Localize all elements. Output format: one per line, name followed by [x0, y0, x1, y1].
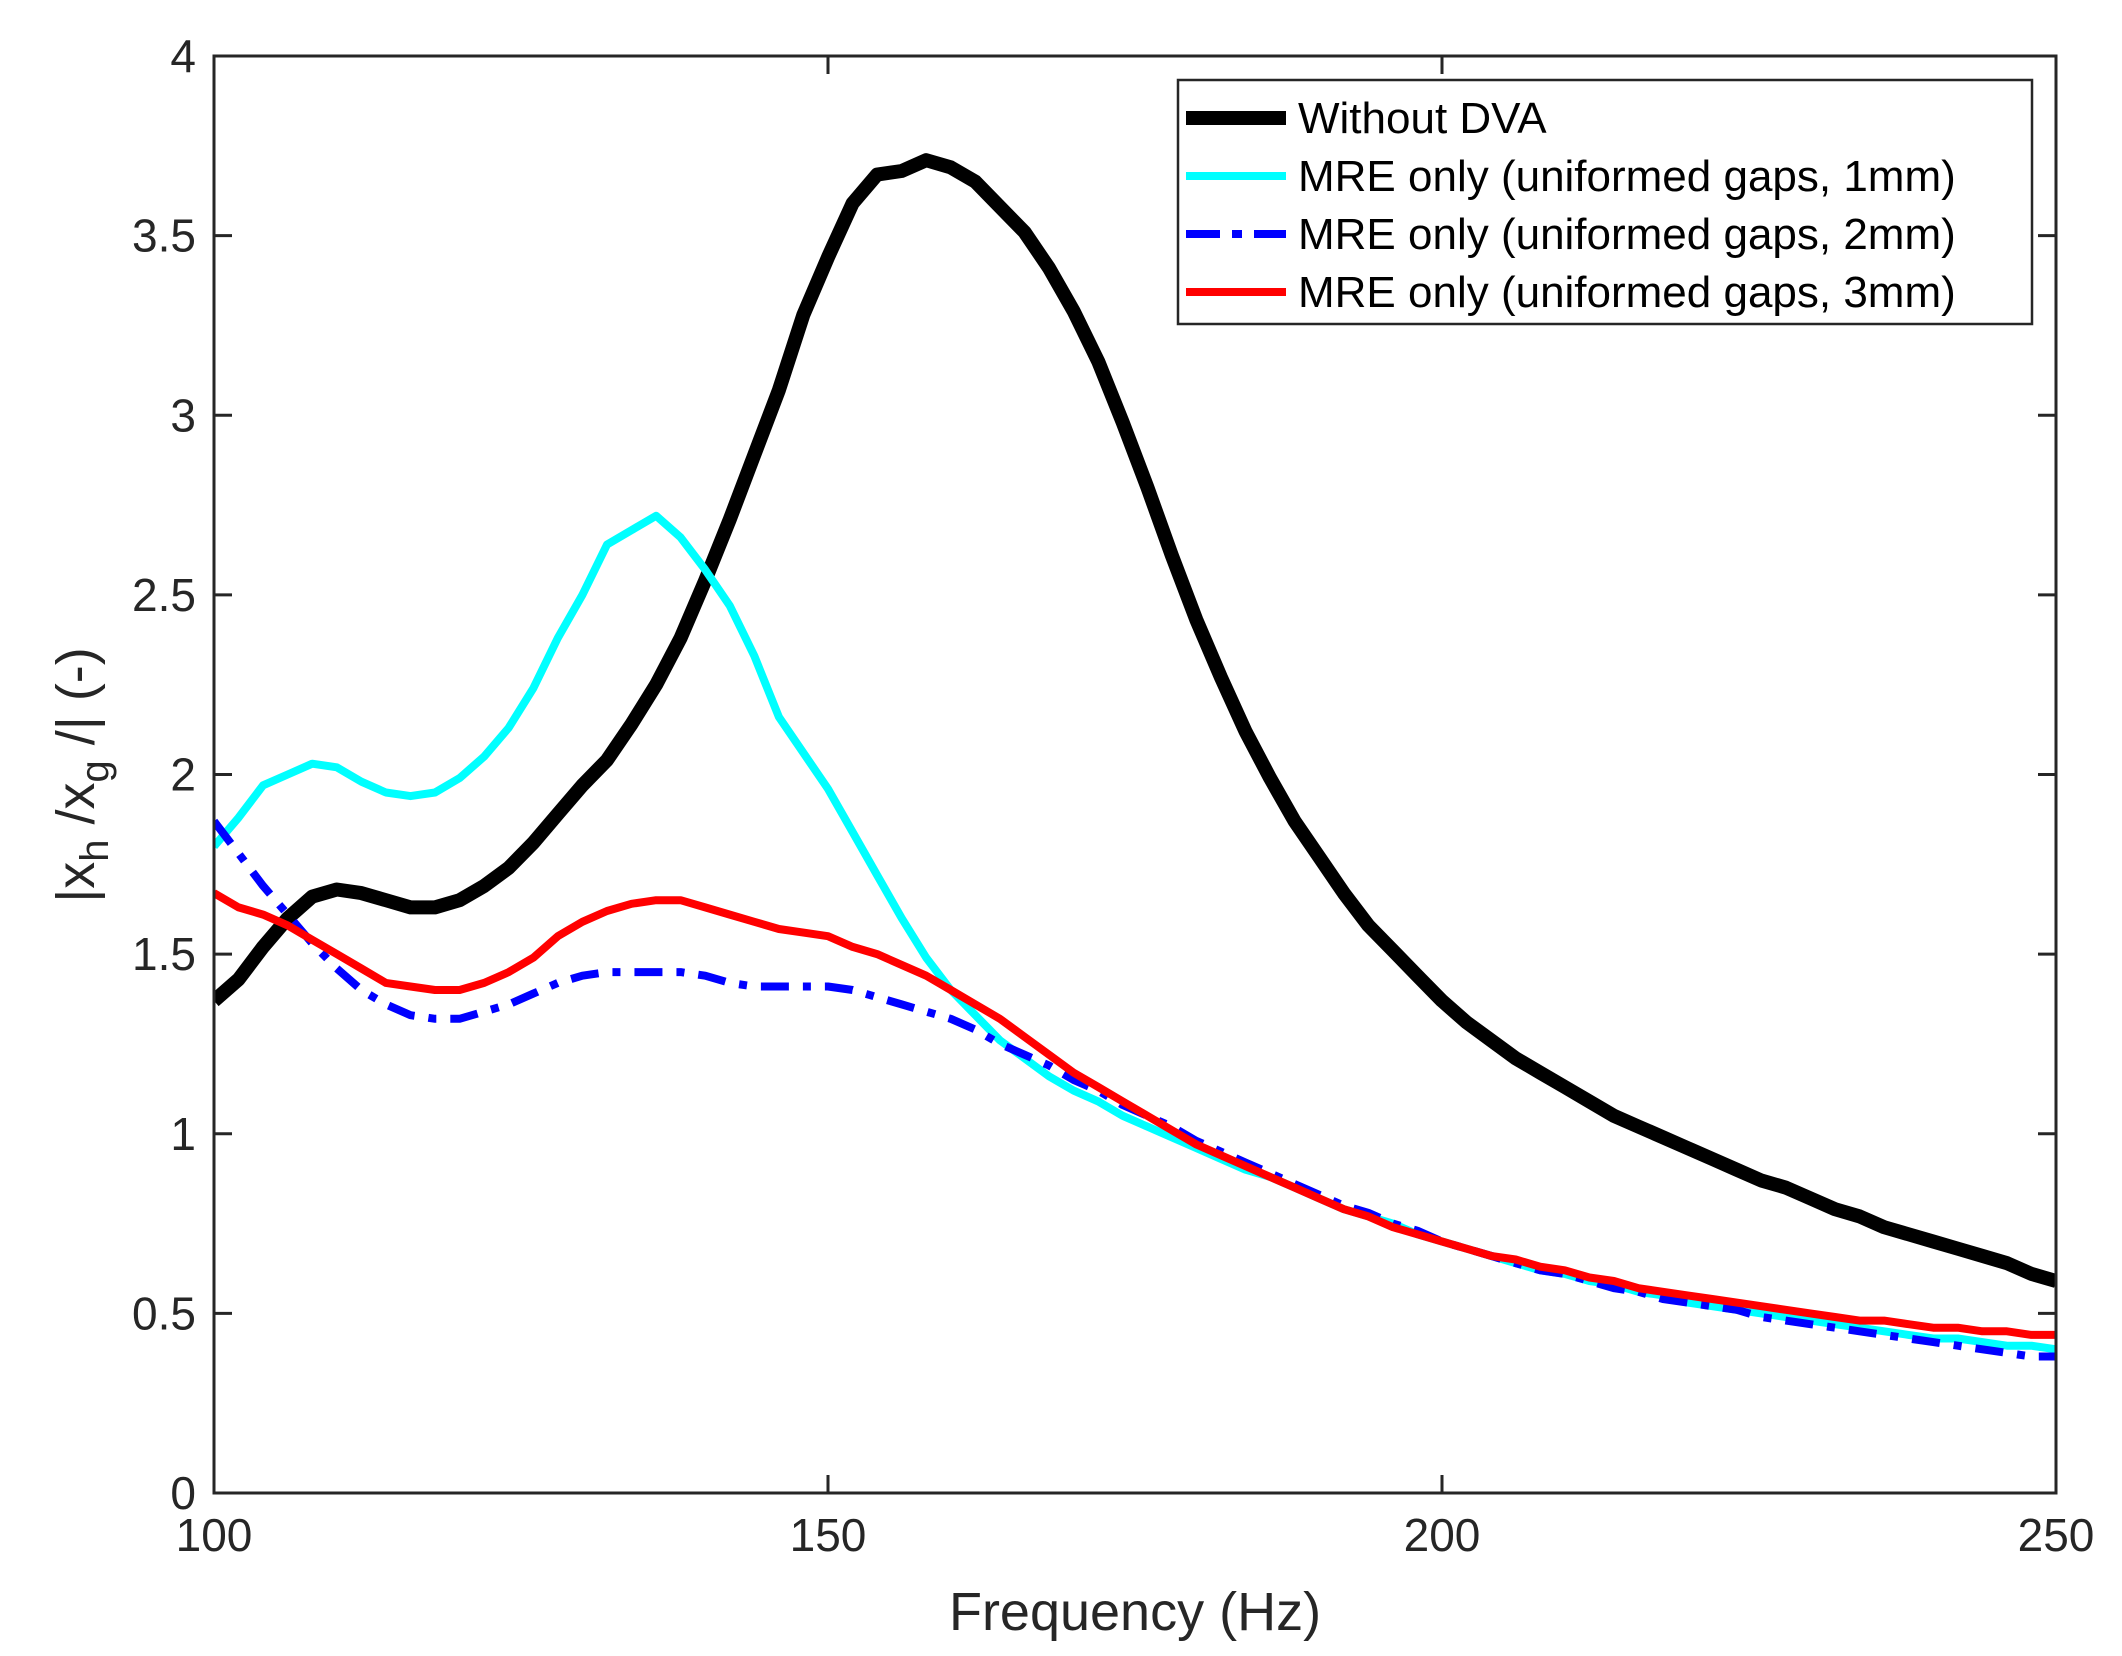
x-tick-label: 250 — [2018, 1509, 2095, 1561]
legend-label: MRE only (uniformed gaps, 2mm) — [1298, 210, 1956, 259]
series-line-1 — [214, 153, 2056, 1288]
legend-label: MRE only (uniformed gaps, 3mm) — [1298, 268, 1956, 317]
y-tick-label: 2.5 — [132, 569, 196, 621]
y-axis-title-part: /| (-) — [46, 647, 106, 760]
y-tick-label: 4 — [170, 30, 196, 82]
y-axis-title-subscript: h — [73, 839, 117, 861]
y-tick-label: 1.5 — [132, 928, 196, 980]
y-axis-title-subscript: g — [73, 760, 117, 782]
y-tick-label: 1 — [170, 1108, 196, 1160]
legend-box — [1176, 78, 2034, 326]
legend: Without DVA MRE only (uniformed gaps, 1mm… — [1176, 78, 2034, 326]
ticks-layer — [212, 54, 2058, 1495]
y-axis-title-part: /x — [46, 782, 106, 839]
y-axis-title: |xh /xg /| (-) — [46, 647, 117, 903]
series-line-4 — [214, 889, 2056, 1339]
series-layer — [214, 153, 2056, 1361]
y-tick-label: 3.5 — [132, 210, 196, 262]
legend-label: MRE only (uniformed gaps, 1mm) — [1298, 152, 1956, 201]
y-tick-label: 0 — [170, 1467, 196, 1519]
labels-layer: 100 150 200 250 0 0.5 1 1.5 2 2.5 3 3.5 4 — [132, 30, 2094, 1561]
y-tick-label: 3 — [170, 389, 196, 441]
x-axis-title: Frequency (Hz) — [949, 1582, 1321, 1642]
x-tick-label: 100 — [176, 1509, 253, 1561]
x-tick-label: 200 — [1404, 1509, 1481, 1561]
legend-label: Without DVA — [1298, 94, 1547, 143]
y-tick-label: 0.5 — [132, 1287, 196, 1339]
y-tick-label: 2 — [170, 749, 196, 801]
x-tick-label: 150 — [790, 1509, 867, 1561]
y-axis-title-part: |x — [46, 862, 106, 903]
